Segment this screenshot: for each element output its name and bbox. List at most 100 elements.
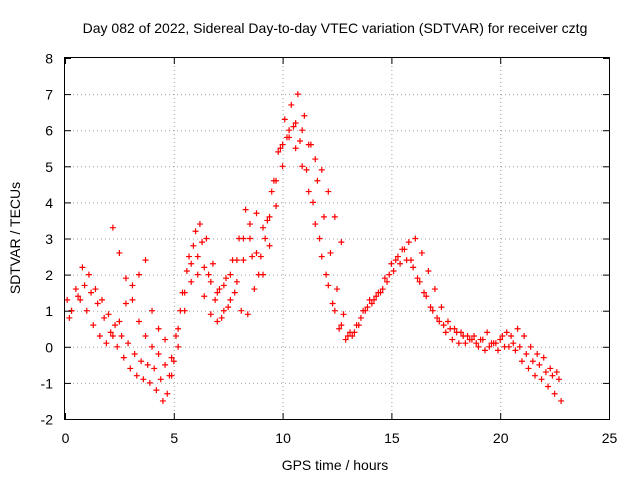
- data-point: [207, 278, 214, 285]
- data-point: [131, 351, 138, 358]
- data-point: [512, 347, 519, 354]
- x-axis-label: GPS time / hours: [282, 457, 389, 473]
- data-point: [434, 314, 441, 321]
- data-point: [294, 91, 301, 98]
- data-point: [220, 307, 227, 314]
- data-point: [523, 351, 530, 358]
- data-point: [109, 332, 116, 339]
- data-point: [273, 177, 280, 184]
- data-point: [381, 275, 388, 282]
- data-point: [312, 221, 319, 228]
- y-tick-label: 3: [45, 231, 53, 247]
- data-point: [431, 286, 438, 293]
- data-point: [312, 156, 319, 163]
- data-point: [292, 145, 299, 152]
- data-point: [503, 329, 510, 336]
- data-point: [318, 253, 325, 260]
- data-point: [301, 112, 308, 119]
- data-point: [103, 340, 110, 347]
- series-track-d: [109, 119, 345, 379]
- data-point: [175, 325, 182, 332]
- x-tick-label: 25: [602, 430, 618, 446]
- data-point: [471, 332, 478, 339]
- data-point: [114, 343, 121, 350]
- data-point: [262, 235, 269, 242]
- y-tick-label: 0: [45, 339, 53, 355]
- data-point: [353, 322, 360, 329]
- data-point: [327, 249, 334, 256]
- data-point: [273, 203, 280, 210]
- data-point: [116, 318, 123, 325]
- data-point: [77, 296, 84, 303]
- data-point: [297, 138, 304, 145]
- data-point: [264, 217, 271, 224]
- data-point: [101, 314, 108, 321]
- data-point: [240, 235, 247, 242]
- data-point: [558, 397, 565, 404]
- data-point: [194, 271, 201, 278]
- data-point: [149, 343, 156, 350]
- data-point: [314, 177, 321, 184]
- data-point: [172, 332, 179, 339]
- data-point: [344, 332, 351, 339]
- series-track-b: [66, 91, 562, 397]
- data-point: [427, 304, 434, 311]
- data-point: [305, 141, 312, 148]
- data-point: [486, 343, 493, 350]
- data-point: [246, 235, 253, 242]
- data-point: [216, 286, 223, 293]
- data-point: [83, 307, 90, 314]
- data-point: [212, 296, 219, 303]
- data-point: [72, 286, 79, 293]
- data-point: [190, 242, 197, 249]
- data-point: [127, 365, 134, 372]
- data-point: [85, 271, 92, 278]
- data-point: [201, 293, 208, 300]
- data-point: [468, 336, 475, 343]
- data-point: [168, 354, 175, 361]
- data-point: [194, 253, 201, 260]
- data-point: [320, 213, 327, 220]
- data-point: [464, 332, 471, 339]
- data-point: [181, 307, 188, 314]
- data-point: [325, 282, 332, 289]
- data-point: [112, 322, 119, 329]
- data-point: [153, 387, 160, 394]
- data-point: [120, 354, 127, 361]
- data-point: [288, 101, 295, 108]
- data-point: [168, 372, 175, 379]
- data-point: [423, 293, 430, 300]
- data-point: [403, 257, 410, 264]
- data-point: [414, 275, 421, 282]
- data-point: [331, 307, 338, 314]
- data-point: [266, 213, 273, 220]
- data-point: [175, 343, 182, 350]
- data-point: [186, 253, 193, 260]
- data-point: [162, 336, 169, 343]
- data-point: [253, 249, 260, 256]
- data-point: [205, 271, 212, 278]
- data-point: [79, 264, 86, 271]
- data-point: [368, 300, 375, 307]
- y-axis-label: SDTVAR / TECUs: [7, 182, 23, 294]
- data-point: [146, 379, 153, 386]
- data-point: [129, 282, 136, 289]
- data-point: [277, 145, 284, 152]
- data-point: [251, 286, 258, 293]
- data-point: [142, 332, 149, 339]
- data-point: [508, 332, 515, 339]
- data-point: [299, 127, 306, 134]
- data-point: [310, 199, 317, 206]
- y-tick-label: 4: [45, 195, 53, 211]
- data-point: [510, 340, 517, 347]
- data-point: [225, 304, 232, 311]
- data-point: [410, 264, 417, 271]
- data-point: [157, 376, 164, 383]
- y-tick-label: 8: [45, 51, 53, 67]
- data-point: [458, 329, 465, 336]
- data-point: [351, 329, 358, 336]
- data-point: [242, 206, 249, 213]
- data-point: [218, 314, 225, 321]
- data-point: [246, 221, 253, 228]
- data-point: [118, 332, 125, 339]
